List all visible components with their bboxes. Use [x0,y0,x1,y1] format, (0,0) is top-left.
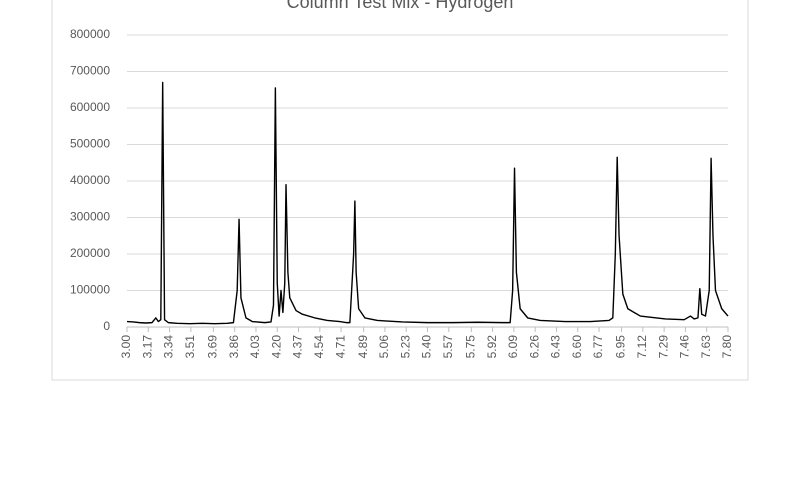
x-tick-label: 7.63 [699,335,713,359]
chart-border [51,0,749,381]
y-tick-label: 700000 [70,64,110,78]
x-tick-label: 3.69 [206,335,220,359]
x-tick-label: 7.80 [720,335,734,359]
x-tick-label: 6.26 [527,335,541,359]
x-tick-label: 6.60 [570,335,584,359]
x-tick-label: 7.12 [635,335,649,359]
x-tick-label: 5.75 [463,335,477,359]
x-tick-label: 7.46 [678,335,692,359]
x-tick-label: 6.77 [591,335,605,359]
x-tick-label: 4.20 [269,335,283,359]
x-tick-label: 7.29 [656,335,670,359]
y-tick-label: 600000 [70,100,110,114]
x-tick-label: 5.23 [398,335,412,359]
x-tick-label: 6.09 [506,335,520,359]
x-tick-label: 3.00 [119,335,133,359]
y-tick-label: 400000 [70,173,110,187]
x-tick-label: 5.40 [420,335,434,359]
x-tick-label: 5.57 [441,335,455,359]
y-tick-label: 0 [103,319,110,333]
x-tick-label: 3.51 [183,335,197,359]
x-tick-label: 6.43 [549,335,563,359]
y-tick-label: 800000 [70,27,110,41]
x-tick-label: 5.06 [377,335,391,359]
x-tick-label: 4.89 [356,335,370,359]
data-line [126,81,729,325]
x-tick-label: 4.03 [248,335,262,359]
x-tick-label: 5.92 [485,335,499,359]
y-tick-label: 200000 [70,246,110,260]
x-tick-label: 6.95 [614,335,628,359]
y-tick-label: 300000 [70,210,110,224]
x-tick-label: 3.17 [140,335,154,359]
x-tick-label: 4.71 [333,335,347,359]
y-tick-label: 100000 [70,283,110,297]
x-tick-label: 4.37 [291,335,305,359]
y-tick-label: 500000 [70,137,110,151]
x-tick-label: 3.34 [162,335,176,359]
chart-title: Column Test Mix - Hydrogen [287,0,514,12]
x-tick-label: 3.86 [227,335,241,359]
x-tick-label: 4.54 [312,335,326,359]
